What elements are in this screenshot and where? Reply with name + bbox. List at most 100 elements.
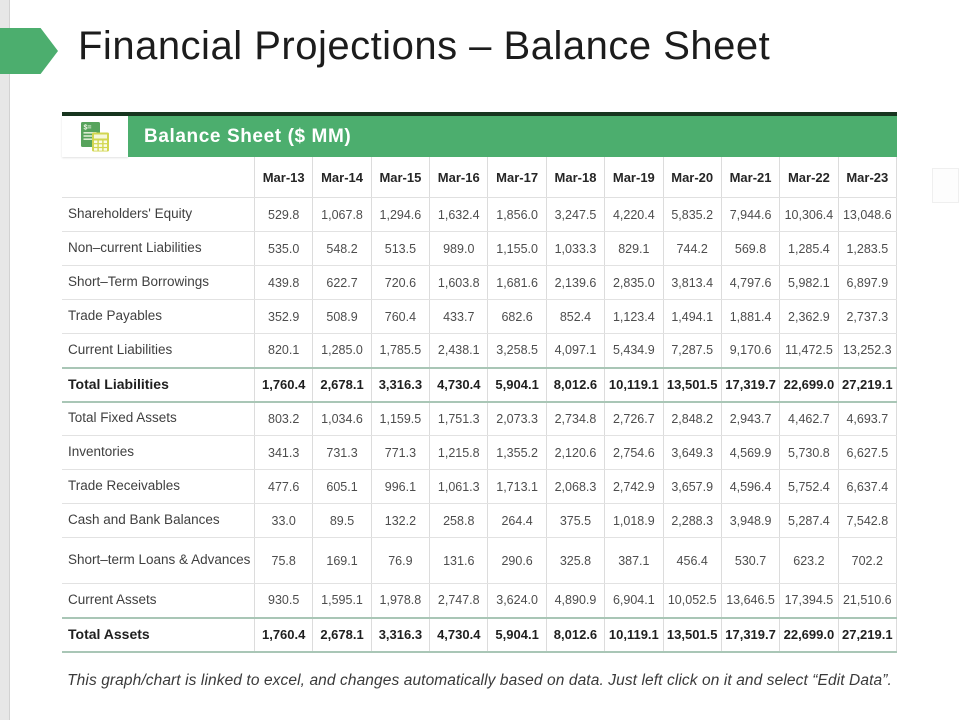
cell-value: 1,760.4 <box>253 616 313 653</box>
cell-value: 9,170.6 <box>720 333 780 368</box>
cell-value: 4,730.4 <box>429 616 488 653</box>
cell-value: 76.9 <box>370 537 430 584</box>
cell-value: 5,287.4 <box>779 503 839 538</box>
cell-value: 13,501.5 <box>662 366 722 403</box>
table-row: Current Assets 930.5 1,595.1 1,978.8 2,747.8… <box>62 583 898 618</box>
cell-value: 17,319.7 <box>720 616 780 653</box>
cell-value: 8,012.6 <box>545 366 605 403</box>
cell-value: 1,283.5 <box>837 231 898 266</box>
cell-value: 535.0 <box>253 231 313 266</box>
cell-value: 1,632.4 <box>429 197 488 232</box>
cell-value: 760.4 <box>370 299 430 334</box>
cell-value: 5,752.4 <box>779 469 839 504</box>
row-label: Cash and Bank Balances <box>62 503 255 538</box>
title-arrow-icon <box>0 28 58 74</box>
row-label: Total Assets <box>62 616 255 653</box>
corner-cell <box>62 157 255 198</box>
balance-sheet-table[interactable]: $= Balance Sheet ($ MM) <box>62 112 898 653</box>
cell-value: 13,252.3 <box>837 333 898 368</box>
cell-value: 3,258.5 <box>487 333 547 368</box>
cell-value: 1,285.0 <box>312 333 372 368</box>
ghost-placeholder-box <box>932 168 959 203</box>
cell-value: 13,048.6 <box>837 197 898 232</box>
row-label: Trade Payables <box>62 299 255 334</box>
cell-value: 1,034.6 <box>312 401 372 436</box>
cell-value: 1,713.1 <box>487 469 547 504</box>
cell-value: 433.7 <box>429 299 488 334</box>
cell-value: 4,596.4 <box>720 469 780 504</box>
cell-value: 529.8 <box>253 197 313 232</box>
cell-value: 13,501.5 <box>662 616 722 653</box>
cell-value: 3,316.3 <box>370 366 430 403</box>
cell-value: 169.1 <box>312 537 372 584</box>
cell-value: 387.1 <box>604 537 664 584</box>
cell-value: 5,904.1 <box>487 366 547 403</box>
cell-value: 1,751.3 <box>429 401 488 436</box>
cell-value: 3,813.4 <box>662 265 722 300</box>
cell-value: 569.8 <box>720 231 780 266</box>
cell-value: 508.9 <box>312 299 372 334</box>
cell-value: 3,657.9 <box>662 469 722 504</box>
row-label: Total Liabilities <box>62 366 255 403</box>
row-label: Shareholders' Equity <box>62 197 255 232</box>
column-header: Mar-15 <box>370 157 430 198</box>
cell-value: 264.4 <box>487 503 547 538</box>
cell-value: 2,943.7 <box>720 401 780 436</box>
row-label: Short–Term Borrowings <box>62 265 255 300</box>
cell-value: 352.9 <box>253 299 313 334</box>
cell-value: 1,785.5 <box>370 333 430 368</box>
cell-value: 5,982.1 <box>779 265 839 300</box>
cell-value: 1,494.1 <box>662 299 722 334</box>
cell-value: 3,649.3 <box>662 435 722 470</box>
cell-value: 2,068.3 <box>545 469 605 504</box>
cell-value: 258.8 <box>429 503 488 538</box>
cell-value: 4,097.1 <box>545 333 605 368</box>
table-row: Shareholders' Equity 529.8 1,067.8 1,294.6 1… <box>62 197 898 232</box>
cell-value: 6,904.1 <box>604 583 664 618</box>
cell-value: 6,897.9 <box>837 265 898 300</box>
cell-value: 8,012.6 <box>545 616 605 653</box>
table-row: Total Liabilities 1,760.4 2,678.1 3,316.3 4,… <box>62 366 898 403</box>
column-header: Mar-19 <box>604 157 664 198</box>
cell-value: 89.5 <box>312 503 372 538</box>
slide-left-edge <box>0 0 10 720</box>
cell-value: 10,119.1 <box>604 366 664 403</box>
cell-value: 1,215.8 <box>429 435 488 470</box>
footer-note: This graph/chart is linked to excel, and… <box>67 672 892 689</box>
cell-value: 75.8 <box>253 537 313 584</box>
cell-value: 4,462.7 <box>779 401 839 436</box>
cell-value: 548.2 <box>312 231 372 266</box>
cell-value: 2,734.8 <box>545 401 605 436</box>
cell-value: 2,073.3 <box>487 401 547 436</box>
cell-value: 2,747.8 <box>429 583 488 618</box>
cell-value: 4,890.9 <box>545 583 605 618</box>
cell-value: 132.2 <box>370 503 430 538</box>
cell-value: 17,394.5 <box>779 583 839 618</box>
cell-value: 4,797.6 <box>720 265 780 300</box>
cell-value: 4,693.7 <box>837 401 898 436</box>
cell-value: 513.5 <box>370 231 430 266</box>
cell-value: 1,603.8 <box>429 265 488 300</box>
cell-value: 623.2 <box>779 537 839 584</box>
cell-value: 720.6 <box>370 265 430 300</box>
table-body: Shareholders' Equity 529.8 1,067.8 1,294.6 1… <box>62 197 898 653</box>
column-header: Mar-13 <box>253 157 313 198</box>
cell-value: 1,123.4 <box>604 299 664 334</box>
cell-value: 1,760.4 <box>253 366 313 403</box>
cell-value: 2,678.1 <box>312 366 372 403</box>
cell-value: 4,220.4 <box>604 197 664 232</box>
cell-value: 22,699.0 <box>779 616 839 653</box>
table-row: Cash and Bank Balances 33.0 89.5 132.2 258.8… <box>62 503 898 538</box>
cell-value: 2,362.9 <box>779 299 839 334</box>
cell-value: 3,624.0 <box>487 583 547 618</box>
cell-value: 702.2 <box>837 537 898 584</box>
cell-value: 1,294.6 <box>370 197 430 232</box>
table-row: Inventories 341.3 731.3 771.3 1,215.8 1,355.2… <box>62 435 898 470</box>
cell-value: 1,285.4 <box>779 231 839 266</box>
cell-value: 5,434.9 <box>604 333 664 368</box>
column-header: Mar-18 <box>545 157 605 198</box>
cell-value: 852.4 <box>545 299 605 334</box>
cell-value: 1,978.8 <box>370 583 430 618</box>
table-row: Total Fixed Assets 803.2 1,034.6 1,159.5 1,7… <box>62 401 898 436</box>
cell-value: 341.3 <box>253 435 313 470</box>
